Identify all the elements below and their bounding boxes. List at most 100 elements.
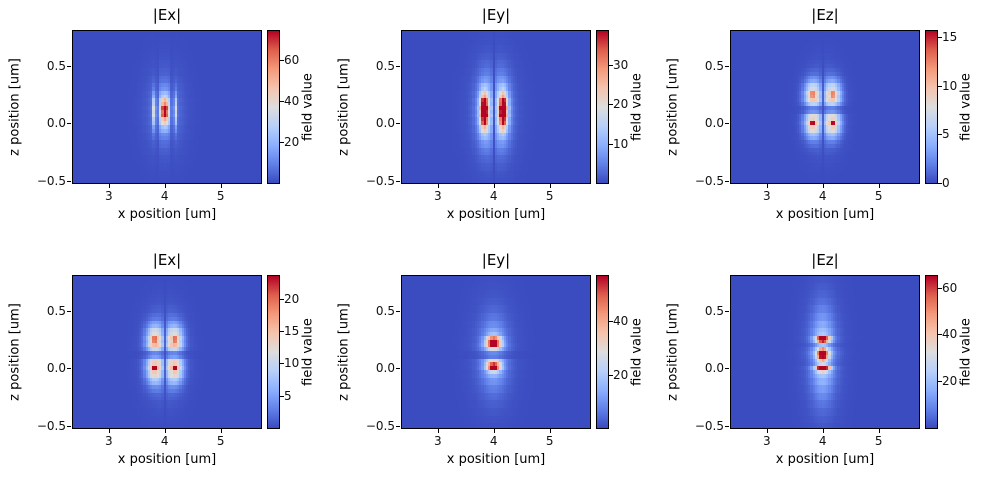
colorbar-tick-label: 5 [284,388,292,403]
x-tick-mark [220,184,222,188]
x-tick-mark [822,429,824,433]
x-tick-label: 4 [818,189,827,203]
x-axis-label: x position [um] [446,452,546,467]
x-tick-label: 3 [104,189,113,203]
colorbar-tick-mark [938,36,942,38]
colorbar-tick-mark [280,363,284,365]
colorbar-gradient [597,31,608,183]
y-tick-label: −0.5 [694,418,724,433]
x-tick-label: 3 [762,434,771,448]
x-tick-label: 4 [160,189,169,203]
colorbar [267,275,280,429]
colorbar-tick-mark [609,143,613,145]
colorbar [596,30,609,184]
colorbar-tick-label: 10 [284,356,300,371]
heatmap-axes [730,30,920,184]
x-tick-label: 4 [160,434,169,448]
x-tick-mark [822,184,824,188]
plot-title: |Ex| [152,6,182,24]
x-tick-label: 5 [545,434,554,448]
x-tick-label: 3 [433,434,442,448]
heatmap-axes [72,275,262,429]
colorbar-label: field value [958,318,974,386]
colorbar-tick-mark [938,183,942,184]
y-axis-label: z position [um] [665,303,681,401]
colorbar-gradient [597,276,608,428]
y-axis-label: z position [um] [7,58,23,156]
colorbar-tick-label: 15 [942,29,958,44]
y-tick-mark [396,425,400,427]
colorbar-label: field value [958,73,974,141]
heatmap-canvas [73,276,261,428]
y-tick-mark [67,310,71,312]
y-tick-mark [725,180,729,182]
y-tick-label: −0.5 [365,418,395,433]
x-tick-label: 5 [874,434,883,448]
subplot-row1-ey: |Ey| z position [um] x position [um] fie… [329,0,658,245]
colorbar-tick-label: 5 [942,127,950,142]
colorbar-tick-mark [280,395,284,397]
colorbar-tick-mark [938,287,942,289]
heatmap-canvas [731,31,919,183]
colorbar-tick-mark [609,104,613,106]
heatmap-axes [401,275,591,429]
colorbar-tick-mark [938,85,942,87]
colorbar-tick-mark [280,59,284,61]
y-axis-label: z position [um] [7,303,23,401]
plot-title: |Ey| [481,251,511,269]
subplot-row2-ey: |Ey| z position [um] x position [um] fie… [329,245,658,490]
colorbar [925,30,938,184]
colorbar-tick-label: 15 [284,323,300,338]
colorbar-tick-label: 20 [284,291,300,306]
heatmap-canvas [402,31,590,183]
x-tick-mark [437,184,439,188]
y-tick-label: 0.0 [375,116,395,131]
colorbar-tick-label: 40 [942,327,958,342]
x-tick-mark [878,429,880,433]
x-axis-label: x position [um] [117,452,217,467]
colorbar-tick-label: 10 [942,78,958,93]
colorbar-label: field value [300,318,316,386]
x-tick-mark [766,184,768,188]
y-tick-mark [67,180,71,182]
x-tick-mark [493,429,495,433]
colorbar-tick-mark [938,381,942,383]
y-tick-mark [67,123,71,125]
y-tick-label: −0.5 [365,173,395,188]
colorbar-tick-label: 20 [613,367,629,382]
heatmap-canvas [731,276,919,428]
colorbar-tick-label: 0 [942,176,950,190]
subplot-row1-ex: |Ex| z position [um] x position [um] fie… [0,0,329,245]
y-tick-label: 0.5 [375,303,395,318]
y-tick-label: 0.0 [704,116,724,131]
colorbar-tick-label: 40 [284,93,300,108]
x-tick-mark [108,429,110,433]
y-tick-label: −0.5 [36,173,66,188]
colorbar-tick-label: 60 [284,52,300,67]
colorbar [267,30,280,184]
y-tick-mark [396,123,400,125]
colorbar-tick-mark [609,64,613,66]
colorbar [596,275,609,429]
colorbar-tick-mark [938,334,942,336]
plot-title: |Ey| [481,6,511,24]
y-tick-label: −0.5 [694,173,724,188]
subplot-row2-ez: |Ez| z position [um] x position [um] fie… [658,245,987,490]
colorbar-tick-label: 40 [613,314,629,329]
colorbar-tick-label: 20 [613,97,629,112]
y-tick-mark [725,123,729,125]
x-tick-mark [164,429,166,433]
x-tick-mark [164,184,166,188]
x-tick-mark [549,429,551,433]
y-tick-mark [67,425,71,427]
colorbar-gradient [926,31,937,183]
x-tick-label: 3 [762,189,771,203]
colorbar-tick-mark [280,330,284,332]
y-axis-label: z position [um] [336,303,352,401]
y-tick-mark [725,425,729,427]
y-tick-mark [396,368,400,370]
x-tick-mark [878,184,880,188]
x-tick-label: 5 [216,189,225,203]
y-tick-label: 0.5 [46,58,66,73]
